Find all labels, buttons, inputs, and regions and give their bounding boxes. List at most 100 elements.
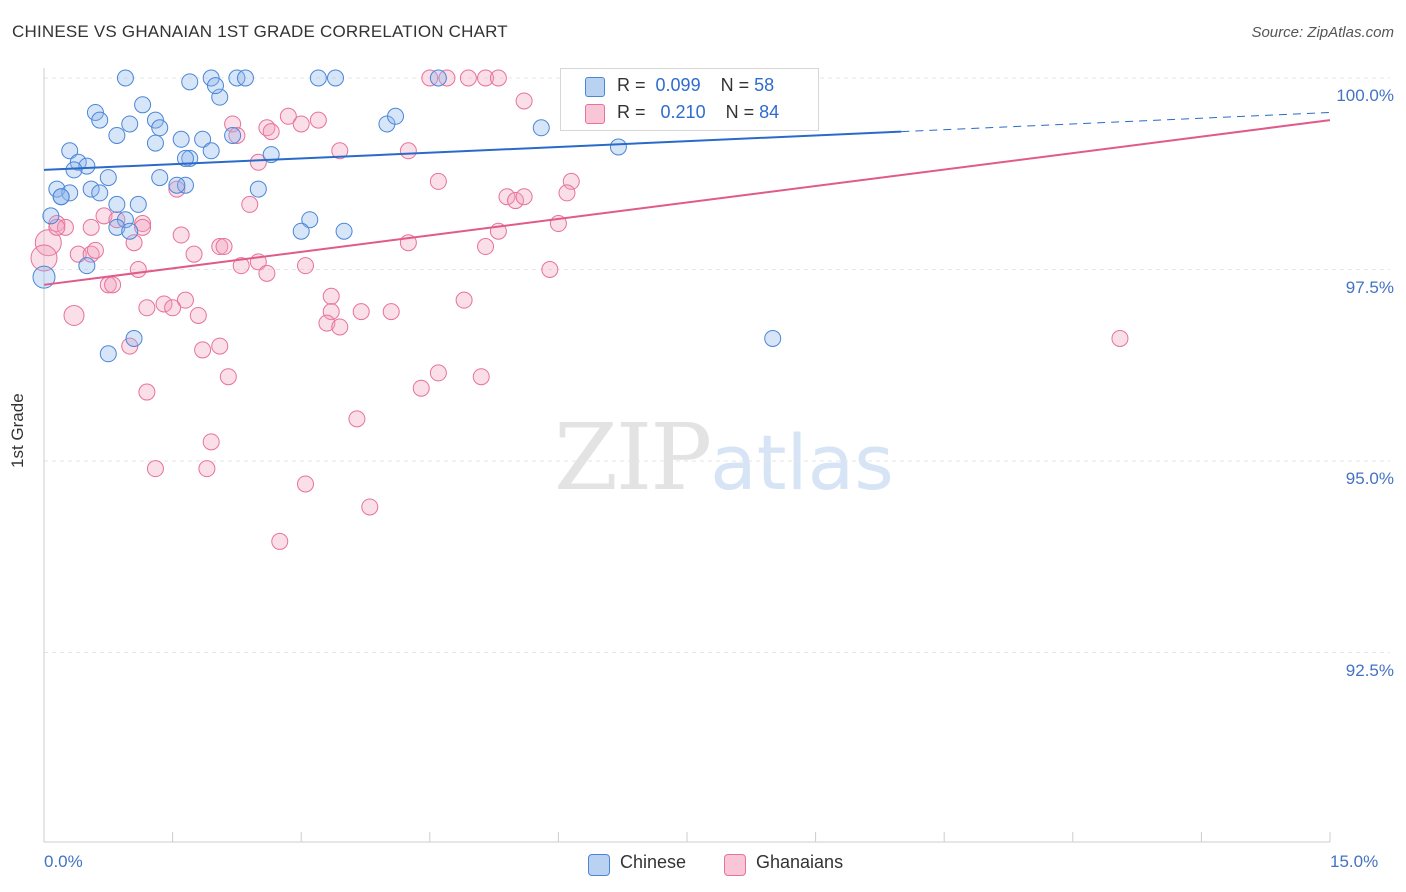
ghanaians-point <box>318 314 336 332</box>
ghanaians-point <box>296 475 314 493</box>
chinese-point <box>764 329 782 347</box>
ghanaians-point <box>211 337 229 355</box>
legend-r-value-ghanaians: 0.210 <box>660 102 706 122</box>
ghanaians-point <box>262 123 280 141</box>
ghanaians-point <box>477 238 495 256</box>
chinese-point <box>228 69 246 87</box>
chinese-point <box>91 111 109 129</box>
ghanaians-point <box>489 69 507 87</box>
ghanaians-point <box>198 460 216 478</box>
legend-swatch-chinese <box>585 77 605 97</box>
ghanaians-point <box>558 184 576 202</box>
ghanaians-point <box>459 69 477 87</box>
chinese-point <box>168 176 186 194</box>
ghanaians-point <box>241 195 259 213</box>
ghanaians-point <box>352 303 370 321</box>
trend-line-ghanaians <box>43 119 1331 286</box>
chinese-point <box>146 111 164 129</box>
chinese-point <box>532 119 550 137</box>
chinese-point <box>387 107 405 125</box>
ghanaians-point <box>129 261 147 278</box>
chinese-point <box>202 69 220 87</box>
ghanaians-point <box>296 257 314 275</box>
chinese-point <box>301 211 319 229</box>
chinese-points <box>32 69 782 363</box>
ghanaians-point <box>194 341 212 359</box>
ghanaians-point <box>279 107 297 125</box>
legend-r-value-chinese: 0.099 <box>655 75 701 95</box>
legend-r-label: R = <box>617 102 646 122</box>
axes <box>43 68 1331 843</box>
y-tick-label-1: 95.0% <box>1345 469 1394 488</box>
legend-n-value-chinese: 58 <box>754 75 775 95</box>
ghanaians-point <box>211 238 229 256</box>
series-swatch-chinese <box>588 854 610 876</box>
ghanaians-point <box>515 92 533 110</box>
ghanaians-point <box>382 303 400 321</box>
ghanaians-point <box>69 245 87 263</box>
ghanaians-point <box>249 153 267 171</box>
chinese-point <box>78 157 96 175</box>
ghanaians-point <box>438 69 456 87</box>
ghanaians-point <box>1111 329 1129 347</box>
y-axis-title: 1st Grade <box>8 393 27 468</box>
ghanaians-point <box>86 241 104 259</box>
ghanaians-point <box>472 368 490 386</box>
chinese-point <box>172 130 190 148</box>
ghanaians-point <box>138 299 156 317</box>
ghanaians-point <box>95 207 113 225</box>
chinese-point <box>86 103 104 121</box>
ghanaians-point <box>309 111 327 129</box>
chinese-point <box>61 142 79 160</box>
ghanaians-point <box>219 368 237 386</box>
ghanaians-point <box>202 433 220 451</box>
chinese-point <box>326 69 344 87</box>
ghanaians-point <box>271 532 289 550</box>
ghanaians-point <box>232 257 250 275</box>
ghanaians-point <box>138 383 156 401</box>
ghanaians-point <box>164 299 182 317</box>
chinese-point <box>78 257 96 275</box>
ghanaians-point <box>146 460 164 478</box>
ghanaians-point <box>34 229 62 257</box>
ghanaians-point <box>168 180 186 198</box>
chinese-point <box>129 195 147 213</box>
series-label-chinese: Chinese <box>620 852 687 872</box>
ghanaians-point <box>30 244 58 272</box>
chinese-point <box>69 153 87 171</box>
chinese-point <box>176 176 194 194</box>
legend-n-label: N = <box>725 102 755 122</box>
watermark-atlas: atlas <box>710 418 894 507</box>
ghanaians-point <box>412 379 430 397</box>
ghanaians-point <box>189 306 207 324</box>
chinese-point <box>249 180 267 198</box>
ghanaians-points <box>30 69 1129 550</box>
ghanaians-point <box>562 172 580 190</box>
chinese-point <box>211 88 229 106</box>
ghanaians-point <box>228 126 246 144</box>
chinese-point <box>224 126 242 144</box>
chinese-point <box>108 126 126 144</box>
grid-lines <box>44 77 1390 653</box>
ghanaians-point <box>292 115 310 133</box>
ghanaians-point <box>455 291 473 309</box>
ghanaians-point <box>348 410 366 428</box>
ghanaians-point <box>399 142 417 160</box>
chinese-point <box>99 345 117 363</box>
ghanaians-point <box>134 215 152 233</box>
chinese-point <box>146 134 164 152</box>
chinese-point <box>609 138 627 156</box>
trend-lines <box>43 111 1331 286</box>
ghanaians-point <box>429 364 447 382</box>
chinese-point <box>181 73 199 91</box>
stats-legend: R = 0.099 N = 58 R = 0.210 N = 84 <box>560 68 819 131</box>
y-tick-label-0: 92.5% <box>1345 660 1394 680</box>
chinese-point <box>61 184 79 202</box>
chinese-point <box>292 222 310 240</box>
ghanaians-point <box>515 188 533 206</box>
trend-line-chinese <box>43 130 902 171</box>
ghanaians-point <box>331 318 349 336</box>
ghanaians-point <box>134 218 152 236</box>
ghanaians-point <box>185 245 203 263</box>
